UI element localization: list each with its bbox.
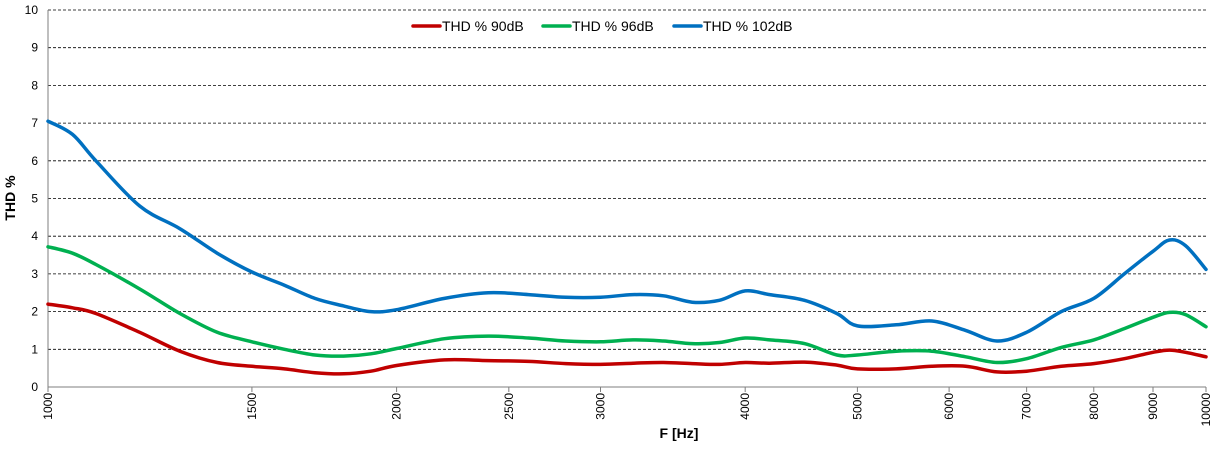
y-tick-label: 5 xyxy=(31,192,38,206)
axes xyxy=(47,10,1207,392)
y-tick-label: 1 xyxy=(31,342,38,356)
y-tick-label: 3 xyxy=(31,267,38,281)
y-tick-label: 0 xyxy=(31,380,38,394)
series-line-1 xyxy=(46,302,1208,376)
y-tick-label: 9 xyxy=(31,41,38,55)
x-tick-label: 10000 xyxy=(1199,393,1213,427)
x-tick-label: 2500 xyxy=(502,393,516,420)
y-tick-label: 7 xyxy=(31,116,38,130)
x-tick-labels: 1000 1500 2000 2500 3000 4000 5000 6000 7000 8000… xyxy=(41,393,1213,427)
x-tick-label: 8000 xyxy=(1087,393,1101,420)
y-tick-label: 4 xyxy=(31,229,38,243)
x-tick-label: 1000 xyxy=(41,393,55,420)
series-lines xyxy=(46,119,1208,376)
x-tick-label: 9000 xyxy=(1146,393,1160,420)
y-tick-label: 10 xyxy=(25,3,39,17)
y-tick-labels: 0 1 2 3 4 5 6 7 8 9 10 xyxy=(25,3,39,394)
legend-label: THD % 96dB xyxy=(572,18,654,34)
series-line-2 xyxy=(46,245,1208,365)
y-axis-label: THD % xyxy=(2,175,18,221)
y-tick-label: 6 xyxy=(31,154,38,168)
legend-label: THD % 90dB xyxy=(442,18,524,34)
x-tick-label: 3000 xyxy=(594,393,608,420)
x-tick-label: 7000 xyxy=(1020,393,1034,420)
legend: THD % 90dB THD % 96dB THD % 102dB xyxy=(411,18,792,34)
x-tick-label: 5000 xyxy=(850,393,864,420)
x-axis-label: F [Hz] xyxy=(660,425,699,441)
legend-label: THD % 102dB xyxy=(703,18,792,34)
grid-lines xyxy=(48,9,1206,350)
x-tick-label: 2000 xyxy=(390,393,404,420)
y-tick-label: 8 xyxy=(31,78,38,92)
x-tick-label: 6000 xyxy=(942,393,956,420)
x-tick-label: 1500 xyxy=(245,393,259,420)
y-tick-label: 2 xyxy=(31,305,38,319)
x-tick-label: 4000 xyxy=(738,393,752,420)
series-line-3 xyxy=(46,119,1208,343)
